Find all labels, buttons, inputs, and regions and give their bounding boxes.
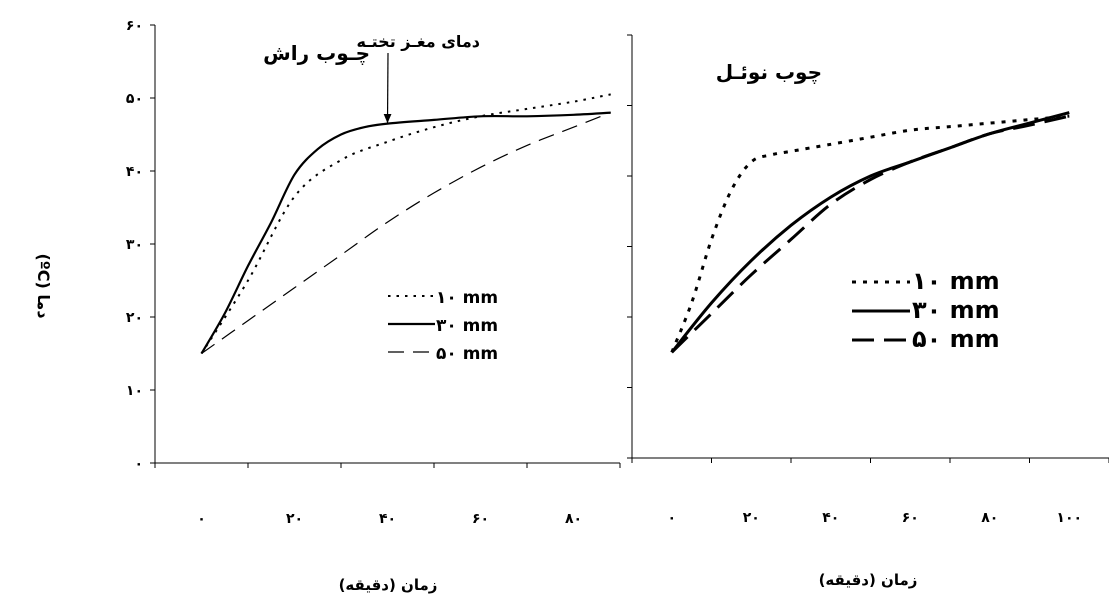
chart-title: چوب نوئـل (716, 60, 822, 85)
y-tick-label: ٢٠ (126, 310, 143, 326)
series-line-dotted (200, 93, 611, 355)
x-tick-label: ۴٠ (379, 511, 396, 527)
x-tick-label: ٢٠ (286, 511, 303, 527)
series-line-dotted (670, 114, 1070, 353)
x-tick-label: ۴٠ (822, 510, 839, 526)
y-tick-label: ٠ (134, 456, 143, 472)
x-axis-label: زمان (دقیقه) (819, 571, 918, 589)
y-axis-label: (ºC) دما (34, 253, 53, 318)
series-group (200, 93, 611, 355)
y-tick-label: ۶٠ (126, 18, 143, 34)
y-tick-label: ۵٠ (126, 91, 143, 107)
legend-label: ٣٠ mm (436, 316, 498, 336)
annotation-arrow-head (383, 113, 392, 124)
series-line-solid (200, 111, 611, 355)
series-line-dashed (201, 112, 611, 354)
y-tick-label: ۴٠ (126, 164, 143, 180)
x-axis-label: زمان (دقیقه) (339, 576, 438, 594)
axes: ٠ ٢٠ ۴٠ ۶٠ ٨٠ ١٠٠ (627, 34, 1109, 526)
legend-label: ٣٠ mm (912, 296, 1000, 324)
legend-label: ١٠ mm (436, 288, 498, 308)
chart-title: چـوب راش (263, 41, 370, 66)
x-tick-label: ٨٠ (565, 511, 582, 527)
annotation-text: دمای مغـز تختـه (356, 32, 480, 51)
x-tick-label: ٨٠ (981, 510, 998, 526)
x-tick-label: ٢٠ (743, 510, 760, 526)
series-line-solid (670, 111, 1070, 354)
y-tick-label: ٣٠ (126, 237, 143, 253)
series-line-dashed (670, 114, 1070, 354)
x-tick-label: ۶٠ (902, 510, 919, 526)
x-tick-label: ١٠٠ (1056, 510, 1082, 526)
legend-label: ۵٠ mm (912, 325, 1000, 353)
axes: ٠ ١٠ ٢٠ ٣٠ ۴٠ ۵٠ ۶٠ ٠ ٢٠ ۴٠ ۶٠ ٨٠ (126, 18, 621, 527)
annotation-arrow-line (386, 52, 389, 124)
y-tick-label: ١٠ (126, 383, 143, 399)
series-group (670, 111, 1070, 354)
x-tick-label: ٠ (667, 510, 676, 526)
chart-beech: ٠ ١٠ ٢٠ ٣٠ ۴٠ ۵٠ ۶٠ ٠ ٢٠ ۴٠ ۶٠ ٨٠ ١٠ mm ٣٠ mm ۵٠ mm چـو… (126, 18, 621, 594)
x-tick-label: ۶٠ (472, 511, 489, 527)
legend-label: ۵٠ mm (436, 344, 498, 364)
x-tick-label: ٠ (197, 511, 206, 527)
legend-label: ١٠ mm (912, 267, 1000, 295)
legend: ١٠ mm ٣٠ mm ۵٠ mm (388, 288, 498, 364)
